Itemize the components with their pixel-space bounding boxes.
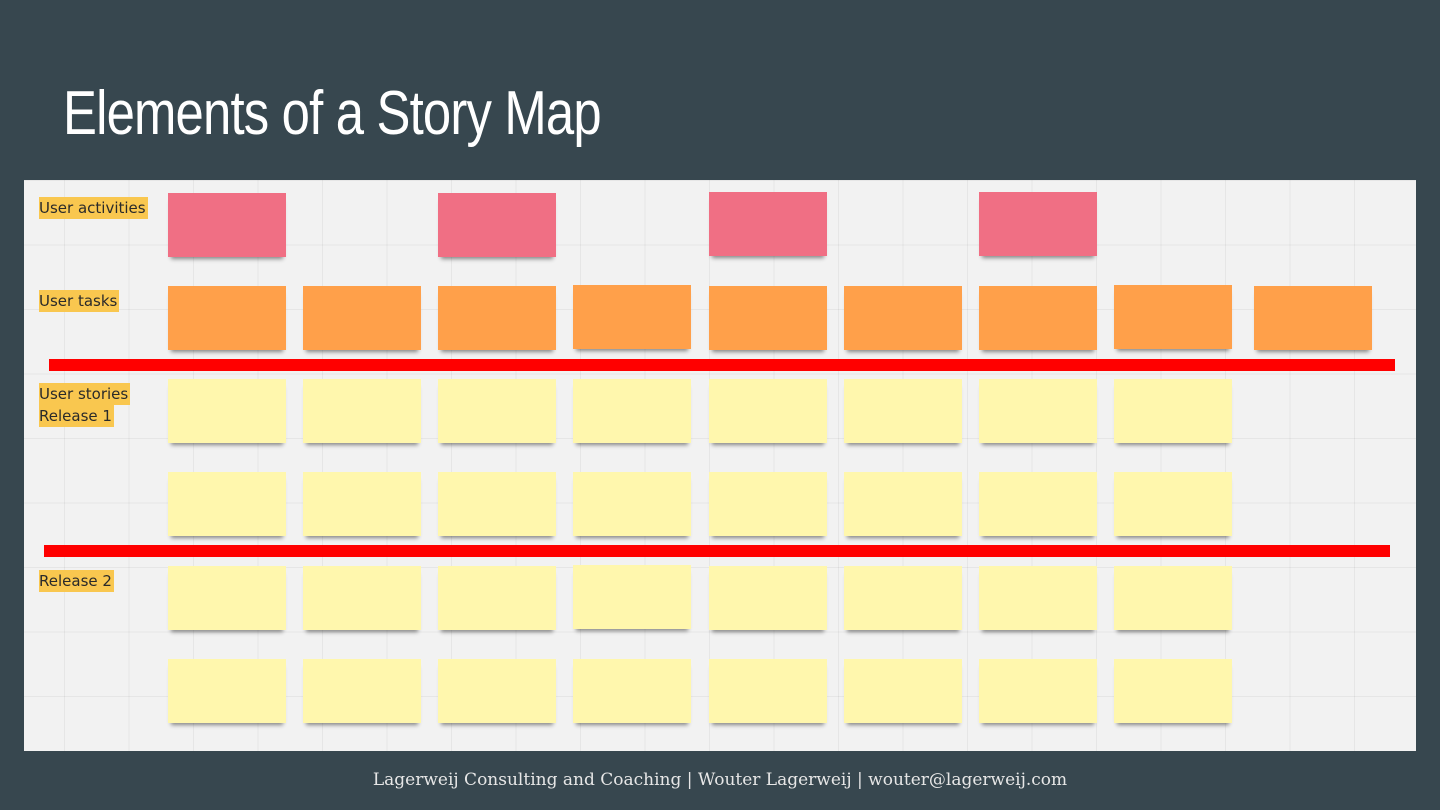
story-note[interactable]	[1114, 566, 1232, 630]
story-note[interactable]	[1114, 379, 1232, 443]
label-release-2: Release 2	[39, 570, 114, 592]
story-note[interactable]	[573, 565, 691, 629]
story-note[interactable]	[844, 472, 962, 536]
story-note[interactable]	[438, 659, 556, 723]
label-user-tasks: User tasks	[39, 290, 120, 312]
story-note[interactable]	[1114, 472, 1232, 536]
story-note[interactable]	[844, 659, 962, 723]
story-note[interactable]	[303, 472, 421, 536]
slide-title: Elements of a Story Map	[63, 79, 602, 148]
task-note[interactable]	[979, 286, 1097, 350]
release-divider-line	[49, 359, 1395, 371]
label-user-stories-release-1: User stories Release 1	[39, 383, 131, 427]
story-note[interactable]	[979, 379, 1097, 443]
story-note[interactable]	[573, 659, 691, 723]
story-note[interactable]	[303, 566, 421, 630]
story-note[interactable]	[438, 472, 556, 536]
task-note[interactable]	[303, 286, 421, 350]
activity-note[interactable]	[979, 192, 1097, 256]
story-note[interactable]	[168, 472, 286, 536]
release-divider-line	[44, 545, 1390, 557]
story-note[interactable]	[979, 472, 1097, 536]
slide-footer: Lagerweij Consulting and Coaching | Wout…	[372, 770, 1068, 790]
story-note[interactable]	[1114, 659, 1232, 723]
story-note[interactable]	[844, 566, 962, 630]
story-note[interactable]	[979, 566, 1097, 630]
activity-note[interactable]	[438, 193, 556, 257]
story-note[interactable]	[709, 659, 827, 723]
story-note[interactable]	[168, 566, 286, 630]
story-note[interactable]	[438, 566, 556, 630]
activity-note[interactable]	[709, 192, 827, 256]
story-note[interactable]	[168, 379, 286, 443]
label-user-activities: User activities	[39, 197, 148, 219]
activity-note[interactable]	[168, 193, 286, 257]
task-note[interactable]	[1114, 285, 1232, 349]
story-note[interactable]	[303, 379, 421, 443]
task-note[interactable]	[1254, 286, 1372, 350]
story-note[interactable]	[844, 379, 962, 443]
story-note[interactable]	[573, 379, 691, 443]
story-note[interactable]	[709, 472, 827, 536]
task-note[interactable]	[709, 286, 827, 350]
task-note[interactable]	[844, 286, 962, 350]
task-note[interactable]	[438, 286, 556, 350]
story-note[interactable]	[573, 472, 691, 536]
story-note[interactable]	[438, 379, 556, 443]
story-note[interactable]	[168, 659, 286, 723]
story-note[interactable]	[979, 659, 1097, 723]
task-note[interactable]	[168, 286, 286, 350]
story-note[interactable]	[709, 566, 827, 630]
task-note[interactable]	[573, 285, 691, 349]
story-note[interactable]	[709, 379, 827, 443]
story-map-board: User activities User tasks User stories R…	[24, 180, 1416, 751]
story-note[interactable]	[303, 659, 421, 723]
